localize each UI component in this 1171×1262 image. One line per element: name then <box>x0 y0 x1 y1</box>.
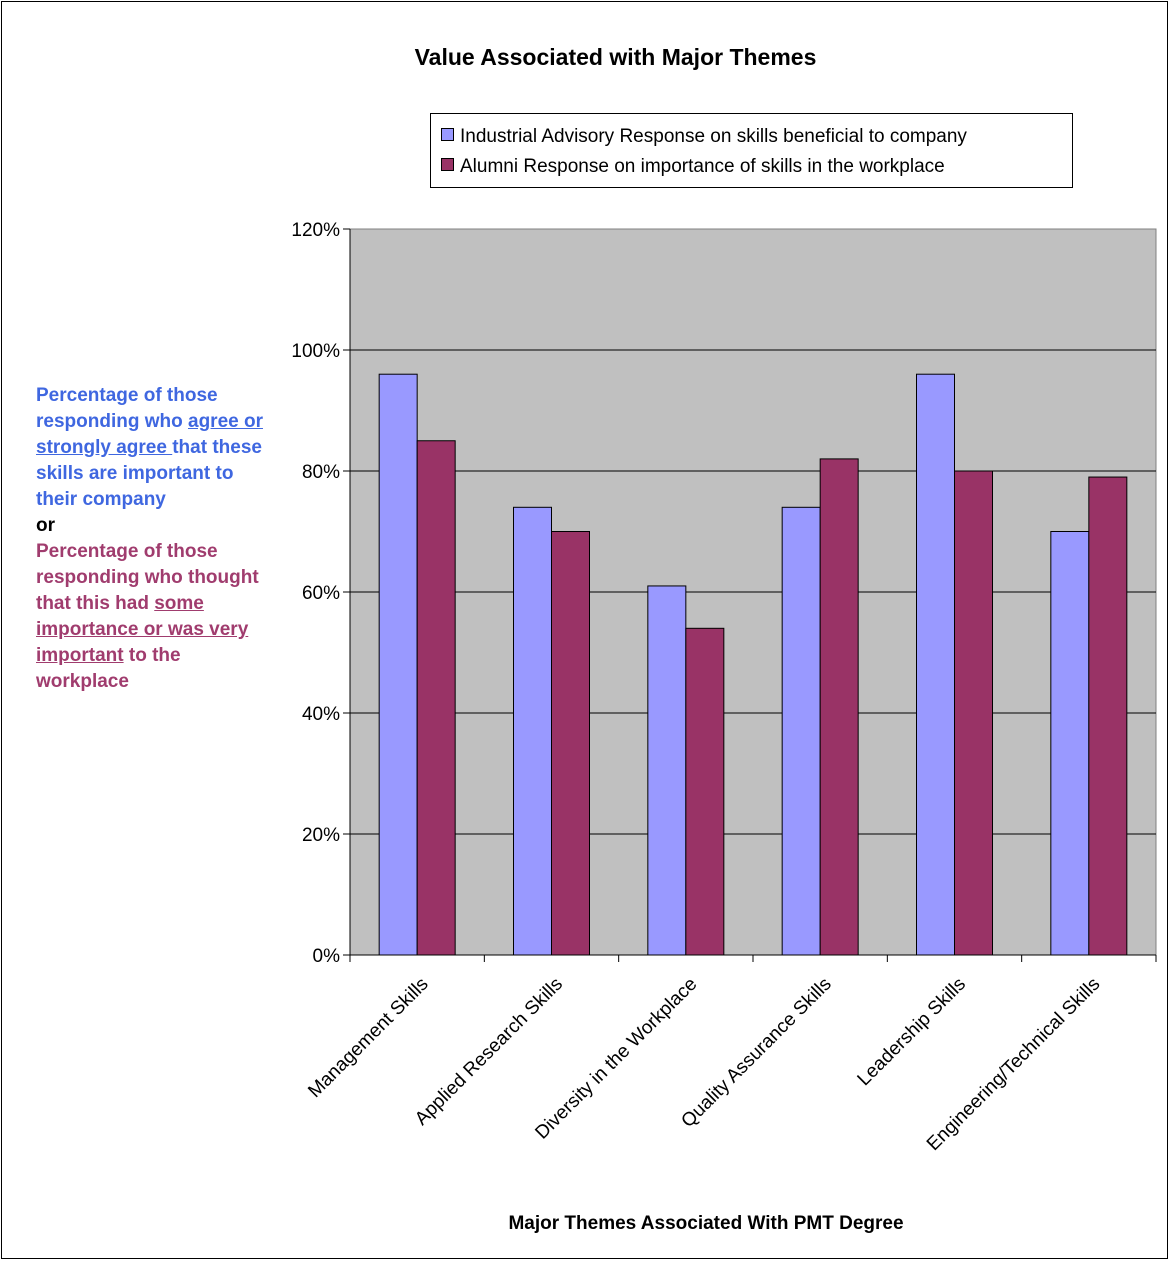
y-axis-note: Percentage of those responding who agree… <box>36 383 266 695</box>
bar-industrial <box>513 506 552 956</box>
bar-alumni <box>954 470 993 956</box>
y-tick-label: 120% <box>291 220 340 241</box>
legend-swatch-industrial <box>441 128 454 142</box>
legend-label-alumni: Alumni Response on importance of skills … <box>460 156 945 177</box>
bar-alumni <box>1088 476 1128 956</box>
bar-alumni <box>819 458 859 956</box>
y-tick-label: 100% <box>291 341 340 362</box>
y-tick-label: 20% <box>302 825 340 846</box>
note-purple-underlined: some importance or was very important <box>36 593 249 666</box>
legend: Industrial Advisory Response on skills b… <box>430 113 1073 188</box>
x-tick-label: Applied Research Skills <box>411 974 567 1130</box>
legend-item-alumni: Alumni Response on importance of skills … <box>441 152 945 182</box>
x-tick-label: Quality Assurance Skills <box>677 974 835 1132</box>
x-axis-title: Major Themes Associated With PMT Degree <box>508 1213 904 1234</box>
x-tick-label: Management Skills <box>304 974 432 1102</box>
note-purple-text-2: to the workplace <box>36 645 181 692</box>
y-tick-label: 80% <box>302 462 340 483</box>
legend-label-industrial: Industrial Advisory Response on skills b… <box>460 126 967 147</box>
note-blue-text-1: Percentage of those responding who <box>36 385 218 432</box>
bar-industrial <box>916 373 955 956</box>
y-ticks: 0% 20% 40% 60% 80% 100% 120% <box>291 220 350 967</box>
grid-lines <box>350 349 1156 835</box>
y-tick-label: 40% <box>302 704 340 725</box>
bar-alumni <box>416 440 456 956</box>
bar-industrial <box>378 373 418 956</box>
legend-item-industrial: Industrial Advisory Response on skills b… <box>441 122 967 152</box>
x-tick-label: Leadership Skills <box>854 974 970 1090</box>
x-tick-label: Diversity in the Workplace <box>531 974 701 1144</box>
note-or: or <box>36 515 55 536</box>
note-purple-text-1: Percentage of those responding who thoug… <box>36 541 259 614</box>
bars <box>378 373 1128 956</box>
bar-industrial <box>781 506 821 956</box>
bar-industrial <box>647 585 687 956</box>
legend-swatch-alumni <box>441 158 454 172</box>
chart-title: Value Associated with Major Themes <box>414 44 817 70</box>
note-blue-text-2: that these skills are important to their… <box>36 437 262 510</box>
note-blue-underlined: agree or strongly agree <box>36 411 263 458</box>
y-tick-label: 0% <box>313 946 341 967</box>
bar-alumni <box>551 531 590 956</box>
y-tick-label: 60% <box>302 583 340 604</box>
bar-industrial <box>1050 531 1090 956</box>
bar-alumni <box>685 627 725 956</box>
